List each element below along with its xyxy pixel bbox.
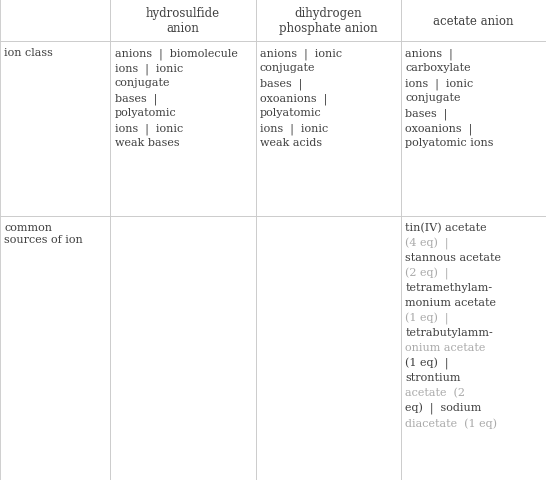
Text: dihydrogen
phosphate anion: dihydrogen phosphate anion xyxy=(279,7,377,35)
Text: polyatomic: polyatomic xyxy=(115,108,176,118)
Text: (4 eq)  |: (4 eq) | xyxy=(405,238,449,250)
Bar xyxy=(110,217,256,480)
Text: weak bases: weak bases xyxy=(115,138,179,148)
Text: conjugate: conjugate xyxy=(260,63,316,73)
Text: conjugate: conjugate xyxy=(405,93,461,103)
Text: conjugate: conjugate xyxy=(115,78,170,88)
Text: (1 eq)  |: (1 eq) | xyxy=(405,312,449,324)
Text: ions  |  ionic: ions | ionic xyxy=(260,123,328,134)
Text: diacetate  (1 eq): diacetate (1 eq) xyxy=(405,417,497,428)
Text: carboxylate: carboxylate xyxy=(405,63,471,73)
Text: weak acids: weak acids xyxy=(260,138,322,148)
Text: oxoanions  |: oxoanions | xyxy=(260,93,327,104)
Bar xyxy=(0,0,110,42)
Text: oxoanions  |: oxoanions | xyxy=(405,123,472,134)
Text: ions  |  ionic: ions | ionic xyxy=(115,123,183,134)
Text: ions  |  ionic: ions | ionic xyxy=(405,78,473,89)
Text: ions  |  ionic: ions | ionic xyxy=(115,63,183,74)
Text: anions  |  ionic: anions | ionic xyxy=(260,48,342,60)
Bar xyxy=(256,42,401,217)
Text: monium acetate: monium acetate xyxy=(405,298,496,308)
Text: acetate anion: acetate anion xyxy=(433,14,514,28)
Text: bases  |: bases | xyxy=(405,108,448,120)
Text: onium acetate: onium acetate xyxy=(405,342,485,352)
Text: ion class: ion class xyxy=(4,48,54,58)
Text: (1 eq)  |: (1 eq) | xyxy=(405,358,449,370)
Text: stannous acetate: stannous acetate xyxy=(405,252,501,263)
Text: tetrabutylamm-: tetrabutylamm- xyxy=(405,327,493,337)
Text: strontium: strontium xyxy=(405,372,461,383)
Bar xyxy=(256,0,401,42)
Text: anions  |: anions | xyxy=(405,48,453,60)
Text: polyatomic ions: polyatomic ions xyxy=(405,138,494,148)
Text: tin(IV) acetate: tin(IV) acetate xyxy=(405,223,486,233)
Bar xyxy=(401,217,546,480)
Text: anions  |  biomolecule: anions | biomolecule xyxy=(115,48,238,60)
Bar xyxy=(0,42,110,217)
Text: polyatomic: polyatomic xyxy=(260,108,322,118)
Bar xyxy=(110,0,256,42)
Text: hydrosulfide
anion: hydrosulfide anion xyxy=(146,7,220,35)
Text: bases  |: bases | xyxy=(115,93,157,104)
Text: tetramethylam-: tetramethylam- xyxy=(405,283,492,293)
Bar xyxy=(0,217,110,480)
Text: common
sources of ion: common sources of ion xyxy=(4,223,83,244)
Bar xyxy=(401,42,546,217)
Text: bases  |: bases | xyxy=(260,78,302,89)
Text: acetate  (2: acetate (2 xyxy=(405,387,465,397)
Bar xyxy=(401,0,546,42)
Bar xyxy=(110,42,256,217)
Bar xyxy=(256,217,401,480)
Text: eq)  |  sodium: eq) | sodium xyxy=(405,402,482,414)
Text: (2 eq)  |: (2 eq) | xyxy=(405,268,449,280)
